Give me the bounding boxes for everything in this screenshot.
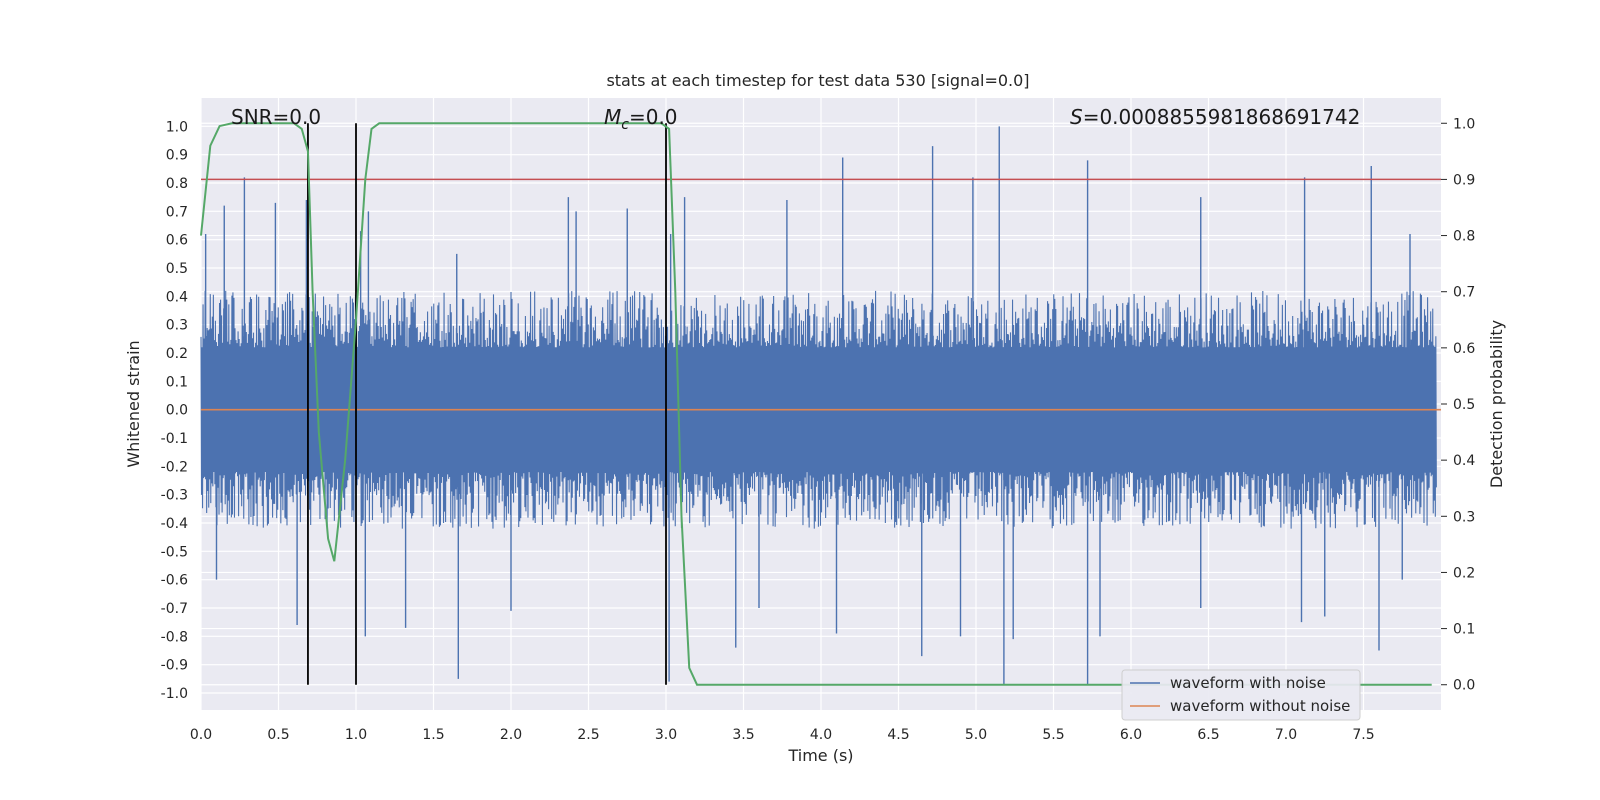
- y2-axis-label: Detection probability: [1487, 320, 1506, 488]
- y2-tick-label: 0.7: [1453, 285, 1475, 301]
- y-tick-label: -0.6: [161, 573, 188, 589]
- y-tick-label: -0.4: [161, 516, 188, 532]
- x-tick-label: 1.5: [422, 727, 444, 743]
- y2-tick-label: 0.9: [1453, 172, 1475, 188]
- plot-area: [200, 98, 1441, 710]
- y2-tick-label: 0.1: [1453, 622, 1475, 638]
- noise-trace: [200, 290, 1437, 529]
- legend-label-clean: waveform without noise: [1170, 697, 1350, 715]
- y2-tick-label: 0.3: [1453, 509, 1475, 525]
- x-tick-label: 6.0: [1120, 727, 1142, 743]
- x-tick-label: 7.0: [1275, 727, 1297, 743]
- y2-tick-label: 0.6: [1453, 341, 1475, 357]
- x-tick-label: 4.0: [810, 727, 832, 743]
- x-tick-label: 7.5: [1352, 727, 1374, 743]
- y-tick-label: -0.3: [161, 488, 188, 504]
- x-tick-label: 3.0: [655, 727, 677, 743]
- y-tick-label: 0.5: [166, 261, 188, 277]
- y-tick-label: 0.6: [166, 233, 188, 249]
- x-tick-label: 0.0: [190, 727, 212, 743]
- vertical-markers: [307, 123, 667, 685]
- x-tick-label: 2.5: [577, 727, 599, 743]
- x-tick-label: 2.0: [500, 727, 522, 743]
- x-tick-label: 4.5: [887, 727, 909, 743]
- annotation-s-symbol: S: [1070, 105, 1083, 129]
- y2-tick-label: 0.0: [1453, 678, 1475, 694]
- y-tick-label: 0.4: [166, 289, 188, 305]
- y2-tick-label: 0.4: [1453, 453, 1475, 469]
- y2-tick-label: 0.5: [1453, 397, 1475, 413]
- annotation-mc-symbol: M: [604, 105, 621, 129]
- annotation-s-value: =0.0008855981868691742: [1083, 105, 1361, 129]
- y-tick-label: 0.0: [166, 403, 188, 419]
- x-tick-label: 3.5: [732, 727, 754, 743]
- x-axis-label: Time (s): [787, 746, 853, 765]
- y-tick-label: -0.5: [161, 544, 188, 560]
- x-tick-label: 5.5: [1042, 727, 1064, 743]
- y-tick-label: 0.3: [166, 318, 188, 334]
- y-tick-label: -0.1: [161, 431, 188, 447]
- y-tick-label: 0.2: [166, 346, 188, 362]
- series-waveform-with-noise: [200, 126, 1437, 685]
- series-detection-probability: [200, 122, 1432, 686]
- legend: waveform with noise waveform without noi…: [1121, 669, 1361, 721]
- annotation-mc-value: =0.0: [629, 105, 678, 129]
- x-tick-label: 6.5: [1197, 727, 1219, 743]
- legend-box: [1121, 669, 1361, 721]
- y2-tick-label: 0.2: [1453, 565, 1475, 581]
- y-tick-label: 0.8: [166, 176, 188, 192]
- legend-label-noise: waveform with noise: [1170, 674, 1326, 692]
- annotation-mc: Mc=0.0: [604, 105, 678, 133]
- annotation-mc-sub: c: [621, 117, 629, 133]
- x-tick-label: 0.5: [267, 727, 289, 743]
- y-axis-ticks: -1.0 -0.9 -0.8 -0.7 -0.6 -0.5 -0.4 -0.3 -0.2 -0.1…: [161, 119, 188, 702]
- y-tick-label: 0.7: [166, 204, 188, 220]
- y-tick-label: -0.7: [161, 601, 188, 617]
- probability-line: [200, 122, 1432, 686]
- y2-tick-label: 1.0: [1453, 116, 1475, 132]
- y-tick-label: -0.9: [161, 658, 188, 674]
- y-tick-label: -0.2: [161, 459, 188, 475]
- x-tick-label: 5.0: [965, 727, 987, 743]
- y-tick-label: 1.0: [166, 119, 188, 135]
- y-axis-label: Whitened strain: [124, 340, 143, 467]
- x-axis-ticks: 0.0 0.5 1.0 1.5 2.0 2.5 3.0 3.5 4.0 4.5 5.0 5.5 6.0 6…: [190, 727, 1375, 743]
- annotation-snr: SNR=0.0: [231, 105, 321, 129]
- y-tick-label: 0.1: [166, 374, 188, 390]
- chart-title: stats at each timestep for test data 530…: [606, 71, 1029, 90]
- y-tick-label: -1.0: [161, 686, 188, 702]
- y-tick-label: 0.9: [166, 148, 188, 164]
- y2-tick-label: 0.8: [1453, 229, 1475, 245]
- annotation-s: S=0.0008855981868691742: [1070, 105, 1360, 129]
- y2-axis-ticks: 0.0 0.1 0.2 0.3 0.4 0.5 0.6 0.7 0.8 0.9 1.0: [1441, 116, 1475, 694]
- x-tick-label: 1.0: [345, 727, 367, 743]
- y-tick-label: -0.8: [161, 629, 188, 645]
